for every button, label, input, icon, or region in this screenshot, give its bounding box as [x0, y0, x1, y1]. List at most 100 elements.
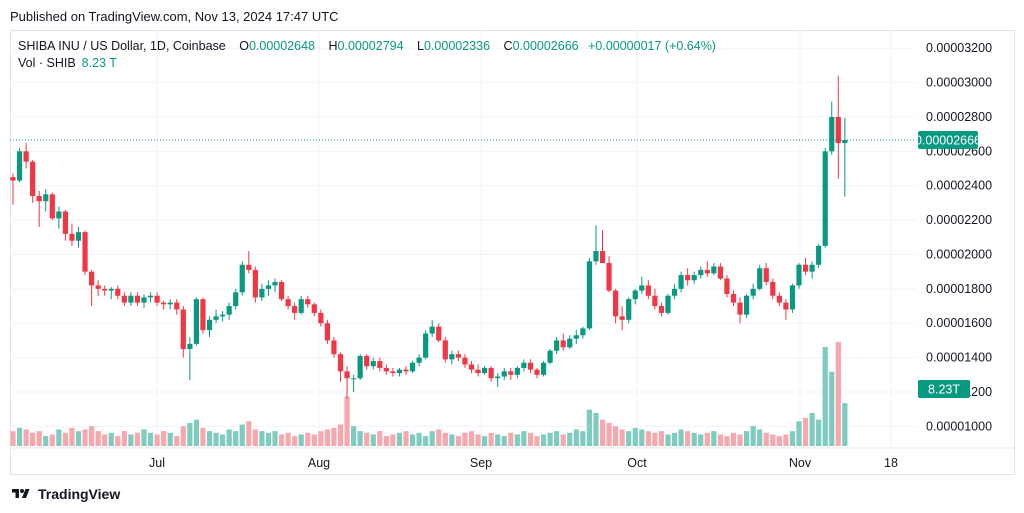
y-tick-label: 0.00003000	[926, 76, 992, 90]
candle-body	[206, 319, 213, 331]
volume-bar	[468, 431, 475, 446]
tradingview-footer[interactable]: TradingView	[10, 486, 120, 502]
volume-bar	[540, 434, 547, 446]
x-tick-label: 18	[884, 456, 898, 470]
candle-body	[685, 275, 691, 281]
volume-bar	[239, 424, 245, 446]
candle-body	[115, 288, 121, 296]
volume-bar	[416, 432, 422, 446]
volume-bar	[246, 421, 252, 446]
candle-body	[75, 232, 82, 241]
candle-body	[711, 266, 717, 274]
volume-bar	[626, 431, 632, 446]
candle-body	[252, 269, 258, 298]
volume-bar	[606, 422, 612, 446]
footer-brand: TradingView	[38, 486, 121, 502]
volume-bar	[737, 434, 743, 446]
volume-bar	[685, 431, 691, 446]
volume-bar	[816, 419, 822, 446]
candle-body	[344, 371, 350, 379]
volume-bar	[449, 434, 455, 446]
candle-body	[573, 335, 579, 339]
candle-body	[82, 232, 88, 272]
volume-bar	[147, 432, 154, 446]
candle-body	[737, 302, 743, 315]
volume-bar	[698, 434, 704, 446]
volume-bar	[213, 432, 219, 446]
candle-body	[652, 295, 658, 307]
volume-bar	[390, 434, 396, 446]
volume-bar	[30, 432, 36, 446]
volume-bar	[180, 426, 186, 446]
volume-bar	[364, 432, 370, 446]
volume-bar	[167, 432, 173, 446]
volume-bar	[272, 431, 278, 446]
candle-body	[802, 264, 809, 272]
candle-body	[30, 161, 36, 197]
candle-body	[95, 285, 101, 289]
current-volume-badge	[918, 380, 970, 398]
y-tick-label: 0.00001600	[926, 316, 992, 330]
candle-body	[750, 288, 756, 296]
chart-frame	[10, 30, 1015, 475]
volume-bar	[121, 431, 127, 446]
volume-bar	[409, 434, 416, 446]
volume-bar	[842, 403, 848, 446]
candle-body	[724, 278, 730, 295]
candle-body	[285, 299, 291, 307]
candle-body	[816, 245, 822, 265]
volume-bar	[678, 429, 684, 446]
volume-bar	[658, 431, 665, 446]
high-value: 0.00002794	[337, 39, 404, 53]
open-value: 0.00002648	[248, 39, 315, 53]
y-tick-label: 0.00001400	[926, 351, 992, 365]
y-tick-label: 0.00003200	[926, 41, 992, 55]
candle-body	[606, 263, 612, 291]
volume-bar	[161, 431, 167, 446]
candle-body	[89, 271, 95, 286]
candle-body	[495, 376, 501, 379]
candle-body	[691, 275, 697, 281]
volume-bar	[554, 431, 560, 446]
volume-bar	[599, 419, 606, 446]
volume-bar	[776, 436, 782, 446]
volume-bar	[560, 434, 566, 446]
volume-bar	[835, 342, 841, 446]
candle-body	[298, 299, 304, 313]
candle-body	[239, 264, 245, 293]
candle-body	[161, 302, 167, 305]
x-tick-label: Sep	[470, 456, 492, 470]
volume-bar	[534, 436, 540, 446]
volume-bar	[665, 434, 671, 446]
y-tick-label: 0.00002800	[926, 110, 992, 124]
volume-bar	[783, 434, 789, 446]
candle-body	[377, 361, 383, 368]
volume-bar	[43, 436, 49, 446]
volume-bar	[442, 432, 448, 446]
candle-body	[475, 369, 481, 374]
candle-body	[62, 211, 68, 234]
symbol-title: SHIBA INU / US Dollar, 1D, Coinbase	[18, 39, 226, 53]
candle-body	[547, 350, 553, 363]
candle-body	[383, 367, 389, 372]
volume-bar	[429, 431, 435, 446]
candle-body	[540, 362, 547, 375]
volume-bar	[508, 432, 514, 446]
volume-bar	[619, 429, 625, 446]
volume-bar	[671, 432, 678, 446]
candle-body	[770, 281, 776, 296]
volume-bar	[757, 429, 763, 446]
y-tick-label: 0.00002200	[926, 213, 992, 227]
volume-bar	[226, 429, 232, 446]
candle-body	[789, 285, 796, 310]
x-tick-label: Oct	[627, 456, 647, 470]
volume-bar	[16, 427, 23, 446]
volume-bar	[802, 417, 809, 446]
volume-bar	[89, 426, 95, 446]
volume-bar	[573, 429, 579, 446]
candle-body	[482, 367, 488, 374]
volume-bar	[730, 432, 737, 446]
candle-body	[154, 295, 160, 303]
volume-bar	[292, 436, 298, 446]
